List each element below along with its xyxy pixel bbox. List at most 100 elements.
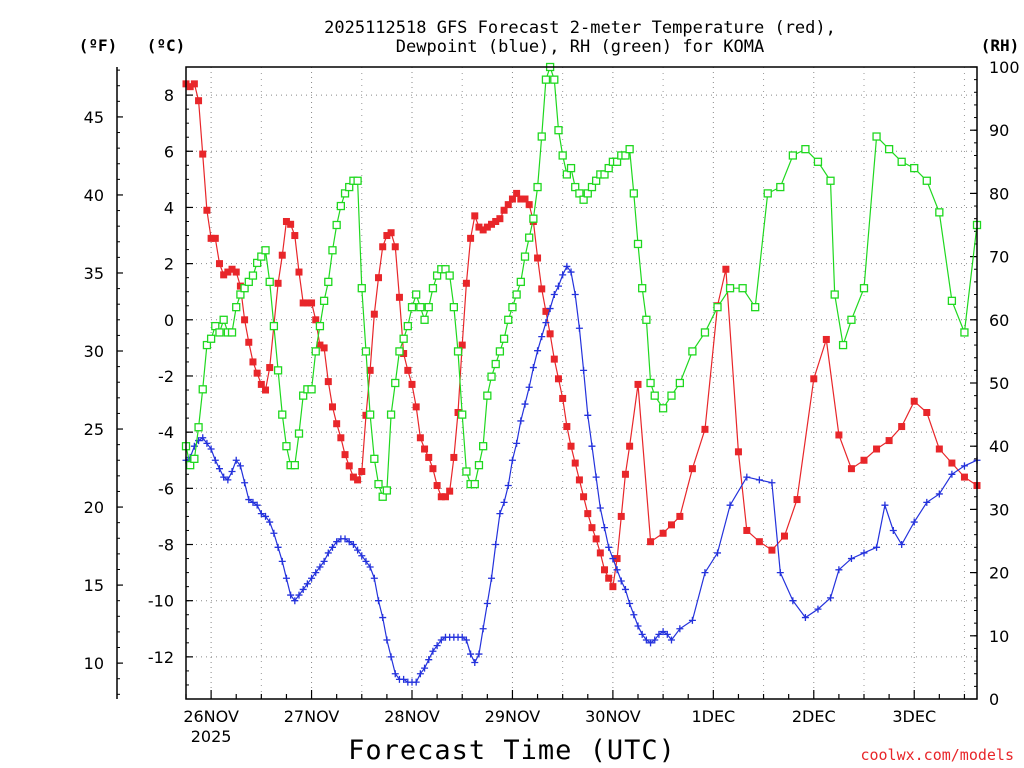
- rh-tick-label: 30: [989, 500, 1009, 519]
- dewpoint-point: [299, 585, 307, 593]
- dewpoint-point: [387, 653, 395, 661]
- dewpoint-point: [508, 456, 516, 464]
- temperature-point: [291, 232, 299, 240]
- temperature-point: [228, 265, 236, 273]
- temperature-point: [220, 271, 228, 279]
- temperature-point: [492, 217, 500, 225]
- dewpoint-point: [266, 518, 274, 526]
- rh-point: [516, 277, 525, 287]
- temperature-point: [609, 583, 617, 591]
- temperature-point: [358, 467, 366, 475]
- rh-point: [826, 176, 835, 185]
- dewpoint-point: [224, 476, 232, 484]
- dewpoint-point: [245, 496, 253, 504]
- dewpoint-point: [563, 262, 571, 270]
- dewpoint-point: [295, 591, 303, 599]
- series-dewpoint: [182, 262, 981, 686]
- rh-point: [658, 404, 668, 413]
- temperature-point: [320, 344, 328, 352]
- temperature-point: [391, 243, 399, 251]
- rh-point: [470, 479, 479, 489]
- temperature-point: [253, 369, 261, 377]
- dewpoint-point: [349, 541, 357, 549]
- rh-point: [713, 303, 722, 312]
- temperature-point: [567, 442, 575, 450]
- temperature-point: [810, 375, 818, 383]
- rh-point: [847, 315, 856, 324]
- rh-point: [328, 246, 337, 255]
- dewpoint-point: [232, 456, 240, 464]
- rh-point: [487, 372, 496, 381]
- temperature-point: [274, 279, 282, 287]
- rh-point: [282, 442, 291, 451]
- rh-point: [378, 492, 387, 501]
- dewpoint-point: [303, 580, 311, 588]
- rh-point: [537, 132, 546, 141]
- rh-point: [294, 429, 304, 438]
- rh-point: [261, 246, 270, 255]
- rh-point: [600, 170, 609, 179]
- rh-point: [550, 75, 559, 84]
- temperature-point: [873, 445, 881, 453]
- rh-point: [432, 271, 442, 280]
- temperature-point: [232, 268, 240, 276]
- rh-point: [491, 359, 500, 369]
- rh-point: [202, 340, 212, 350]
- dewpoint-point: [827, 594, 835, 602]
- rh-point: [525, 233, 534, 242]
- temperature-point: [249, 358, 257, 366]
- rh-point: [776, 182, 785, 192]
- dewpoint-point: [642, 636, 650, 644]
- dewpoint-point: [345, 538, 353, 546]
- temperature-point: [546, 330, 554, 338]
- x-tick-sublabel: 2025: [191, 727, 232, 746]
- rh-point: [508, 303, 517, 312]
- temperature-point: [299, 299, 307, 307]
- rh-point: [391, 378, 400, 388]
- rh-tick-label: 70: [989, 248, 1009, 267]
- dewpoint-point: [609, 555, 617, 563]
- temperature-point: [429, 465, 437, 473]
- rh-point: [633, 239, 643, 249]
- fahrenheit-tick-label: 45: [84, 108, 104, 127]
- temperature-point: [425, 453, 433, 461]
- dewpoint-point: [768, 479, 776, 487]
- dewpoint-point: [567, 268, 575, 276]
- temperature-point: [312, 316, 320, 324]
- temperature-point: [199, 150, 207, 158]
- dewpoint-point: [634, 622, 642, 630]
- rh-tick-label: 10: [989, 627, 1009, 646]
- dewpoint-point: [910, 518, 918, 526]
- temperature-point: [186, 83, 194, 91]
- dewpoint-point: [605, 543, 613, 551]
- celsius-tick-label: -6: [158, 479, 174, 498]
- temperature-point: [734, 448, 742, 456]
- rh-point: [370, 454, 379, 463]
- dewpoint-point: [596, 504, 604, 512]
- temperature-point: [538, 285, 546, 293]
- rh-point: [462, 467, 471, 476]
- dewpoint-point: [496, 510, 504, 518]
- dewpoint-point: [437, 636, 445, 644]
- dewpoint-point: [257, 510, 265, 518]
- dewpoint-point: [835, 566, 843, 574]
- rh-point: [725, 284, 735, 293]
- rh-point: [211, 321, 220, 331]
- rh-point: [458, 410, 467, 419]
- rh-tick-label: 40: [989, 437, 1009, 456]
- rh-point: [428, 284, 438, 293]
- dewpoint-point: [550, 291, 558, 299]
- dewpoint-point: [215, 465, 223, 473]
- dewpoint-point: [282, 574, 290, 582]
- temperature-point: [433, 482, 441, 490]
- rh-point: [922, 176, 931, 185]
- temperature-point: [613, 555, 621, 563]
- x-tick-label: 1DEC: [691, 707, 735, 726]
- rh-point: [445, 271, 454, 280]
- credit-link[interactable]: coolwx.com/models: [860, 746, 1014, 764]
- temperature-point: [333, 420, 341, 428]
- dewpoint-point: [881, 501, 889, 509]
- rh-tick-label: 100: [989, 58, 1020, 77]
- temperature-point: [676, 512, 684, 520]
- series-temperature: [182, 80, 981, 591]
